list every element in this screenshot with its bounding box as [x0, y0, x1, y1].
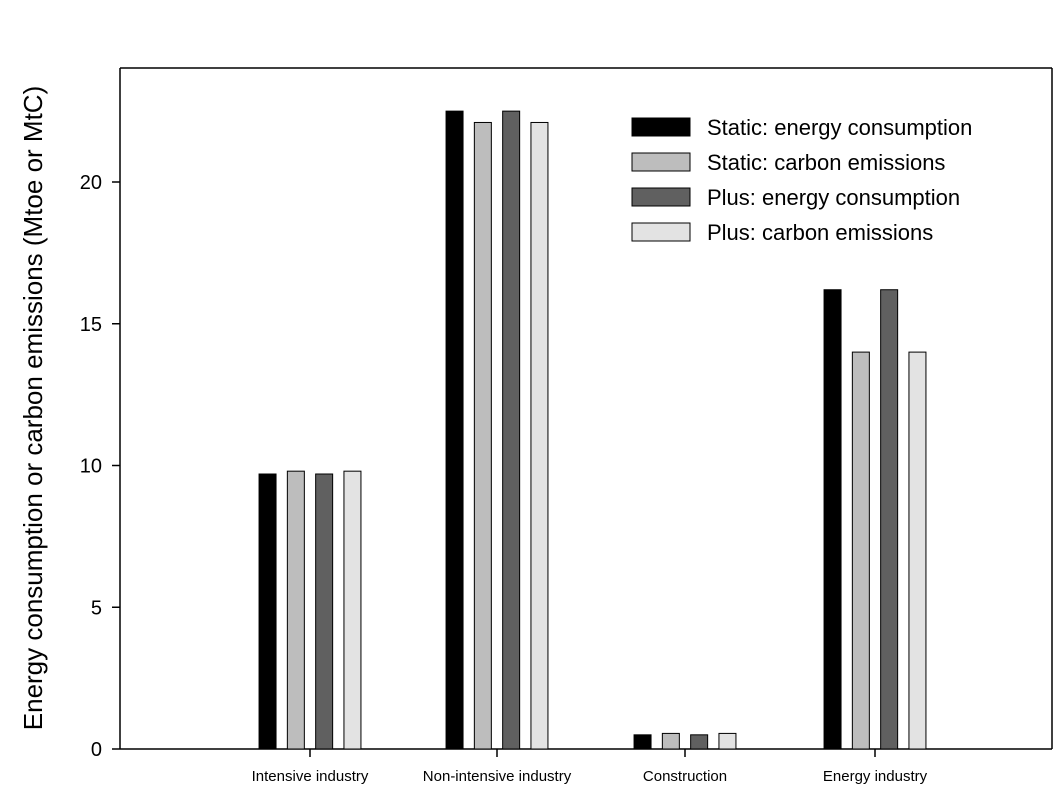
legend-label: Static: energy consumption: [707, 115, 972, 140]
bar: [718, 732, 737, 750]
x-ticks: Intensive industry Non-intensive industry…: [252, 749, 928, 785]
bar: [530, 121, 549, 750]
x-tick-label: Energy industry: [823, 768, 928, 785]
bar: [502, 110, 521, 750]
legend-swatch: [631, 187, 691, 207]
bars: [258, 110, 927, 750]
y-tick-label: 5: [91, 597, 102, 619]
legend-swatch: [631, 117, 691, 137]
bar: [633, 734, 652, 750]
legend-swatch: [631, 222, 691, 242]
legend-swatch: [631, 152, 691, 172]
y-tick-label: 0: [91, 739, 102, 761]
y-tick-label: 20: [80, 172, 102, 194]
bar: [851, 351, 870, 750]
y-tick-label: 10: [80, 456, 102, 478]
bar: [315, 473, 334, 750]
x-tick-label: Intensive industry: [252, 768, 369, 785]
y-axis-label: Energy consumption or carbon emissions (…: [18, 86, 48, 730]
bar: [286, 470, 305, 750]
x-tick-label: Construction: [643, 768, 727, 785]
bar: [258, 473, 277, 750]
bar: [823, 289, 842, 750]
bar: [661, 732, 680, 750]
y-ticks: 0 5 10 15 20: [80, 172, 120, 761]
legend-label: Plus: energy consumption: [707, 185, 960, 210]
y-tick-label: 15: [80, 314, 102, 336]
legend-label: Static: carbon emissions: [707, 150, 945, 175]
bar: [473, 121, 492, 750]
bar: [445, 110, 464, 750]
x-tick-label: Non-intensive industry: [423, 768, 572, 785]
bar: [908, 351, 927, 750]
legend-label: Plus: carbon emissions: [707, 220, 933, 245]
bar: [343, 470, 362, 750]
bar: [690, 734, 709, 750]
legend: Static: energy consumption Static: carbon…: [631, 115, 972, 245]
bar: [880, 289, 899, 750]
